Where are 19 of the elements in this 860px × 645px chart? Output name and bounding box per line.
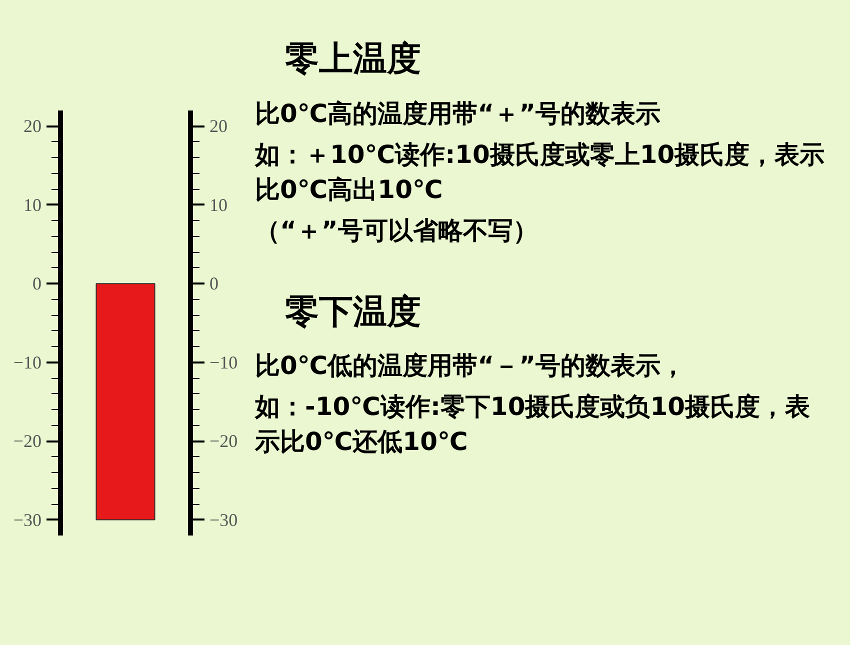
text: 零下温度 [285,290,422,334]
y-tick-label: −20 [13,431,42,452]
y-tick-label: −10 [13,352,42,372]
y-tick-label: −30 [13,510,42,530]
y2-tick-label: 0 [210,274,218,294]
text: 如：-10℃读作:零下10摄氏度或负10摄氏度，表示比0℃还低10℃ [255,391,812,458]
y2-tick-label: −20 [210,431,238,452]
y2-tick-label: −10 [210,352,238,372]
y-tick-label: 20 [24,116,42,136]
y2-tick-label: 20 [210,116,228,136]
text: 零上温度 [285,38,422,81]
y-tick-label: 0 [32,274,42,294]
y-tick-label: 10 [24,194,42,215]
y2-tick-label: 10 [210,194,228,215]
y2-tick-label: −30 [210,510,238,530]
text: 比0℃高的温度用带“＋”号的数表示 [255,98,662,130]
text: （“＋”号可以省略不写） [255,214,539,247]
text: 如：＋10℃读作:10摄氏度或零上10摄氏度，表示比0℃高出10℃ [255,138,826,206]
text: 比0℃低的温度用带“－”号的数表示， [255,350,687,382]
